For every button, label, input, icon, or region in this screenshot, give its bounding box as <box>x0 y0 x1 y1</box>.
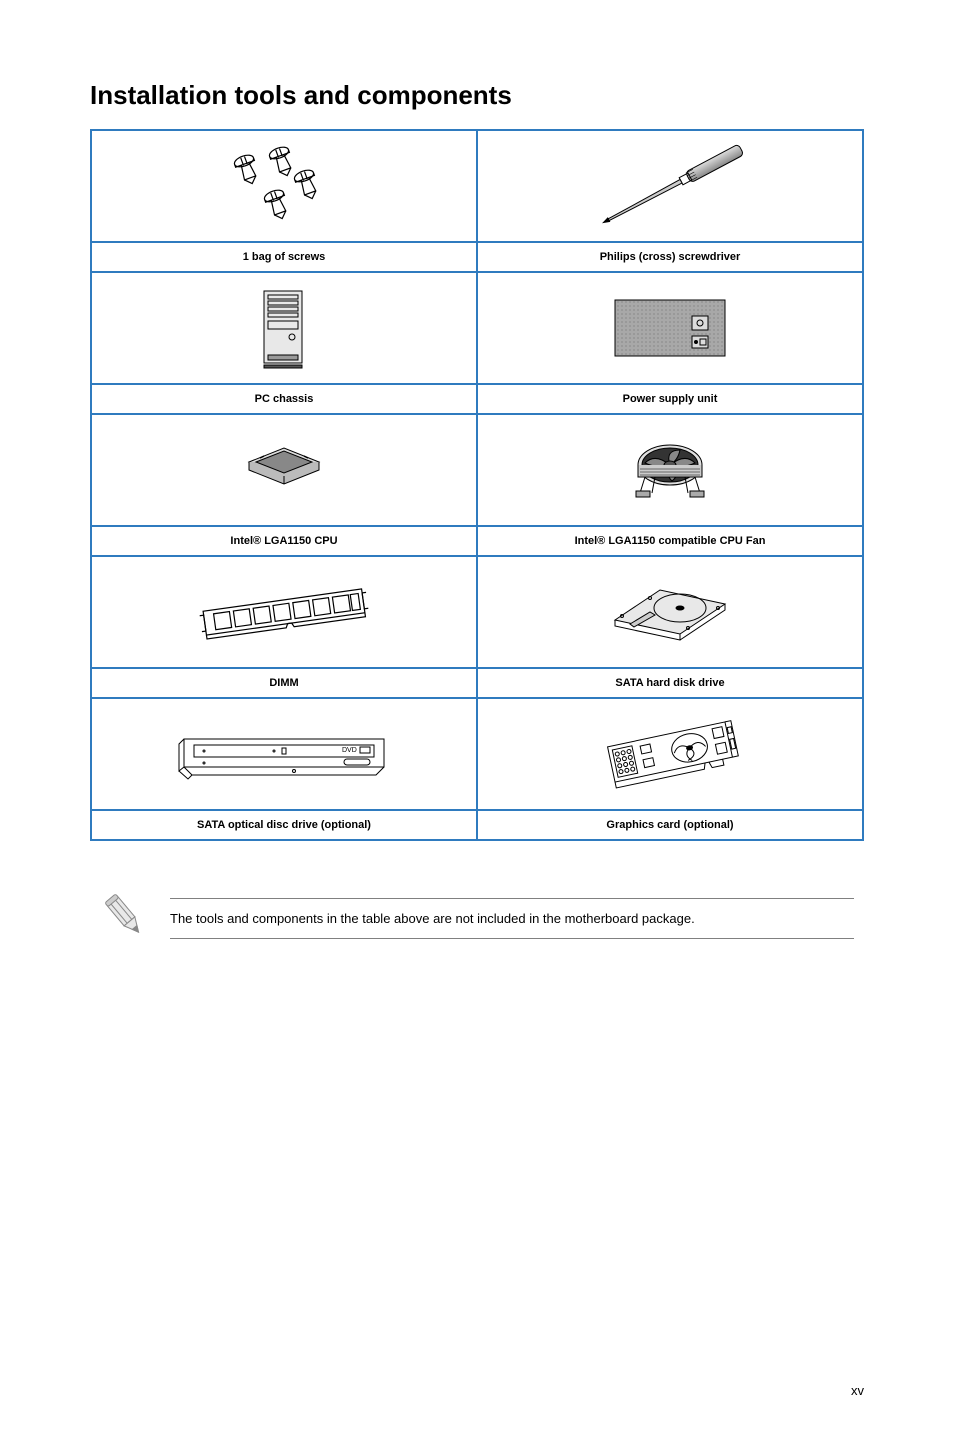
cell-psu <box>477 272 863 384</box>
cell-gpu <box>477 698 863 810</box>
label-chassis: PC chassis <box>91 384 477 414</box>
label-dimm: DIMM <box>91 668 477 698</box>
screwdriver-icon <box>570 141 770 231</box>
graphics-card-icon <box>580 714 760 794</box>
cell-screwdriver <box>477 130 863 242</box>
table-row: DVD <box>91 698 863 810</box>
table-row <box>91 556 863 668</box>
cell-hdd <box>477 556 863 668</box>
screws-icon <box>214 141 354 231</box>
cpu-icon <box>224 435 344 505</box>
hard-disk-icon <box>590 572 750 652</box>
cell-dimm <box>91 556 477 668</box>
cell-optical: DVD <box>91 698 477 810</box>
label-hdd: SATA hard disk drive <box>477 668 863 698</box>
label-cpu-fan: Intel® LGA1150 compatible CPU Fan <box>477 526 863 556</box>
label-psu: Power supply unit <box>477 384 863 414</box>
cell-cpu <box>91 414 477 526</box>
table-row: PC chassis Power supply unit <box>91 384 863 414</box>
cell-screws <box>91 130 477 242</box>
components-table: 1 bag of screws Philips (cross) screwdri… <box>90 129 864 841</box>
label-screws: 1 bag of screws <box>91 242 477 272</box>
note-text: The tools and components in the table ab… <box>170 898 854 939</box>
note-section: The tools and components in the table ab… <box>90 891 864 946</box>
table-row: DIMM SATA hard disk drive <box>91 668 863 698</box>
optical-drive-icon: DVD <box>164 719 404 789</box>
svg-text:DVD: DVD <box>342 747 357 754</box>
table-row <box>91 272 863 384</box>
page-title: Installation tools and components <box>90 80 864 111</box>
label-cpu: Intel® LGA1150 CPU <box>91 526 477 556</box>
dimm-icon <box>184 582 384 642</box>
cpu-fan-icon <box>615 430 725 510</box>
page-number: xv <box>851 1383 864 1398</box>
label-optical: SATA optical disc drive (optional) <box>91 810 477 840</box>
table-row <box>91 130 863 242</box>
cell-cpu-fan <box>477 414 863 526</box>
label-gpu: Graphics card (optional) <box>477 810 863 840</box>
label-screwdriver: Philips (cross) screwdriver <box>477 242 863 272</box>
power-supply-icon <box>600 288 740 368</box>
pc-chassis-icon <box>244 283 324 373</box>
table-row: Intel® LGA1150 CPU Intel® LGA1150 compat… <box>91 526 863 556</box>
page-container: Installation tools and components <box>0 0 954 1438</box>
table-row: SATA optical disc drive (optional) Graph… <box>91 810 863 840</box>
table-row <box>91 414 863 526</box>
table-row: 1 bag of screws Philips (cross) screwdri… <box>91 242 863 272</box>
cell-chassis <box>91 272 477 384</box>
pencil-icon <box>100 891 150 946</box>
